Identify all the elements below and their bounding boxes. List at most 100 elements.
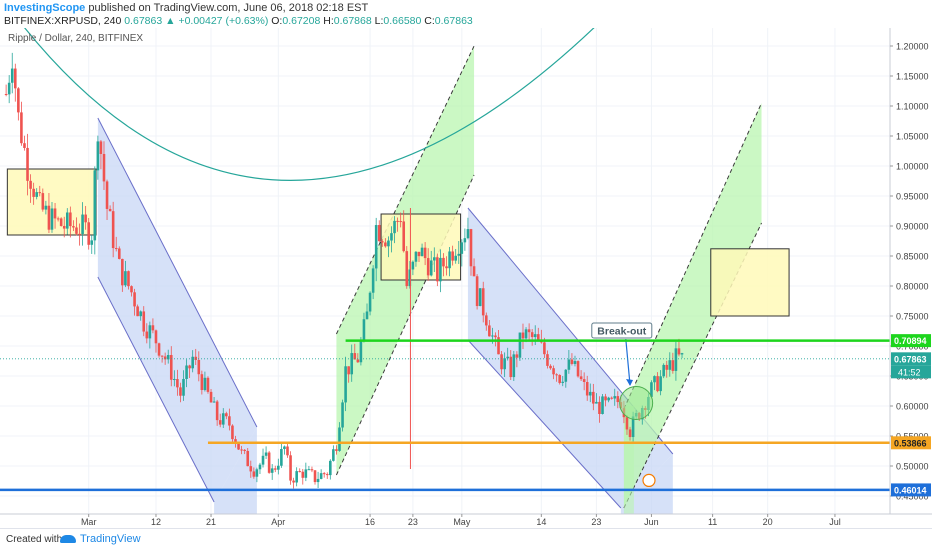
candle-body <box>240 449 243 451</box>
candle-body <box>680 353 684 355</box>
candle-body <box>212 401 216 403</box>
candle-body <box>393 220 396 234</box>
candle-body <box>350 353 354 375</box>
breakout-arrow-line <box>625 338 631 386</box>
price-tick-label: 0.45000 <box>896 492 929 502</box>
candle-body <box>47 205 51 230</box>
level-price-label-0: 0.70894 <box>894 336 927 346</box>
candle-body <box>292 480 295 483</box>
price-tick-label: 1.15000 <box>896 72 929 82</box>
candle-body <box>188 365 191 369</box>
candle-body <box>604 396 607 401</box>
candle-body <box>53 208 57 219</box>
channel-upper-line-0 <box>97 117 258 428</box>
candle-body <box>7 82 11 95</box>
publisher-name[interactable]: InvestingScope <box>4 2 86 14</box>
candle-body <box>56 218 60 220</box>
candle-body <box>573 361 577 364</box>
last-price-label-bg <box>891 352 931 366</box>
candle-body <box>237 443 240 450</box>
candle-body <box>588 391 592 396</box>
candle-body <box>420 247 424 257</box>
candle-body <box>481 288 485 316</box>
time-tick-label: Jul <box>829 517 841 527</box>
candle-body <box>75 227 78 234</box>
candle-body <box>218 420 222 425</box>
candle-body <box>316 478 320 483</box>
candle-body <box>585 381 589 396</box>
candle-body <box>270 468 274 473</box>
candle-body <box>475 276 479 307</box>
candle-body <box>417 251 421 257</box>
candle-body <box>124 271 127 286</box>
time-tick-label: May <box>453 517 471 527</box>
low-label: L: <box>374 15 384 27</box>
candle-body <box>592 391 595 404</box>
level-price-label-2-bg <box>891 483 931 497</box>
candle-body <box>329 460 332 476</box>
candle-body <box>84 214 87 223</box>
candle-body <box>344 366 347 403</box>
candle-body <box>313 470 317 483</box>
candle-body <box>148 325 152 339</box>
candle-body <box>81 214 84 235</box>
candle-body <box>105 181 109 209</box>
candle-body <box>512 354 516 378</box>
price-tick-label: 1.20000 <box>896 42 929 52</box>
candle-body <box>50 208 54 230</box>
candle-body <box>102 153 106 182</box>
candle-body <box>130 286 133 293</box>
candle-body <box>197 359 201 375</box>
candle-body <box>332 449 335 461</box>
candle-body <box>408 269 412 287</box>
price-change: +0.00427 (+0.63%) <box>178 15 269 27</box>
candle-body <box>136 306 139 317</box>
candle-body <box>173 379 176 381</box>
candle-body <box>442 257 445 267</box>
time-tick-label: 23 <box>408 517 418 527</box>
candle-body <box>90 240 94 245</box>
candle-body <box>234 439 237 444</box>
candle-body <box>561 381 565 383</box>
publisher-line: InvestingScope published on TradingView.… <box>4 2 368 14</box>
candle-body <box>93 170 97 241</box>
candle-body <box>10 68 14 83</box>
candle-body <box>20 112 23 144</box>
candle-body <box>494 335 497 338</box>
candle-body <box>601 396 604 415</box>
candle-body <box>121 258 124 286</box>
candle-body <box>41 193 45 210</box>
candle-body <box>436 257 439 282</box>
candle-body <box>527 329 531 333</box>
candle-body <box>662 364 665 377</box>
time-tick-label: 12 <box>151 517 161 527</box>
candle-body <box>225 413 228 417</box>
high-value: 0.67868 <box>333 15 372 27</box>
candle-body <box>13 68 17 89</box>
created-with-text: Created with <box>6 534 63 545</box>
candle-body <box>96 141 100 171</box>
candle-body <box>579 376 583 380</box>
tradingview-logo[interactable]: TradingView <box>60 533 141 545</box>
candle-body <box>381 241 384 243</box>
candle-body <box>69 212 72 227</box>
price-chart[interactable]: Break-out Ripple / Dollar, 240, BITFINEX 1… <box>0 28 932 528</box>
candle-body <box>179 387 182 396</box>
candle-body <box>484 315 488 326</box>
channel-lower-line-3 <box>623 222 762 509</box>
candle-body <box>613 396 617 399</box>
candle-body <box>200 374 204 391</box>
candle-body <box>463 238 467 243</box>
close-label: C: <box>424 15 435 27</box>
candle-body <box>78 233 81 235</box>
candle-body <box>194 356 198 360</box>
symbol-label: BITFINEX:XRPUSD, 240 <box>4 15 122 27</box>
time-tick-label: 16 <box>365 517 375 527</box>
candle-body <box>650 382 653 397</box>
candle-body <box>221 413 225 425</box>
price-tick-label: 0.95000 <box>896 192 929 202</box>
low-value: 0.66580 <box>383 15 422 27</box>
arc-curve <box>24 28 595 181</box>
breakout-label: Break-out <box>597 326 647 338</box>
price-tick-label: 0.85000 <box>896 252 929 262</box>
